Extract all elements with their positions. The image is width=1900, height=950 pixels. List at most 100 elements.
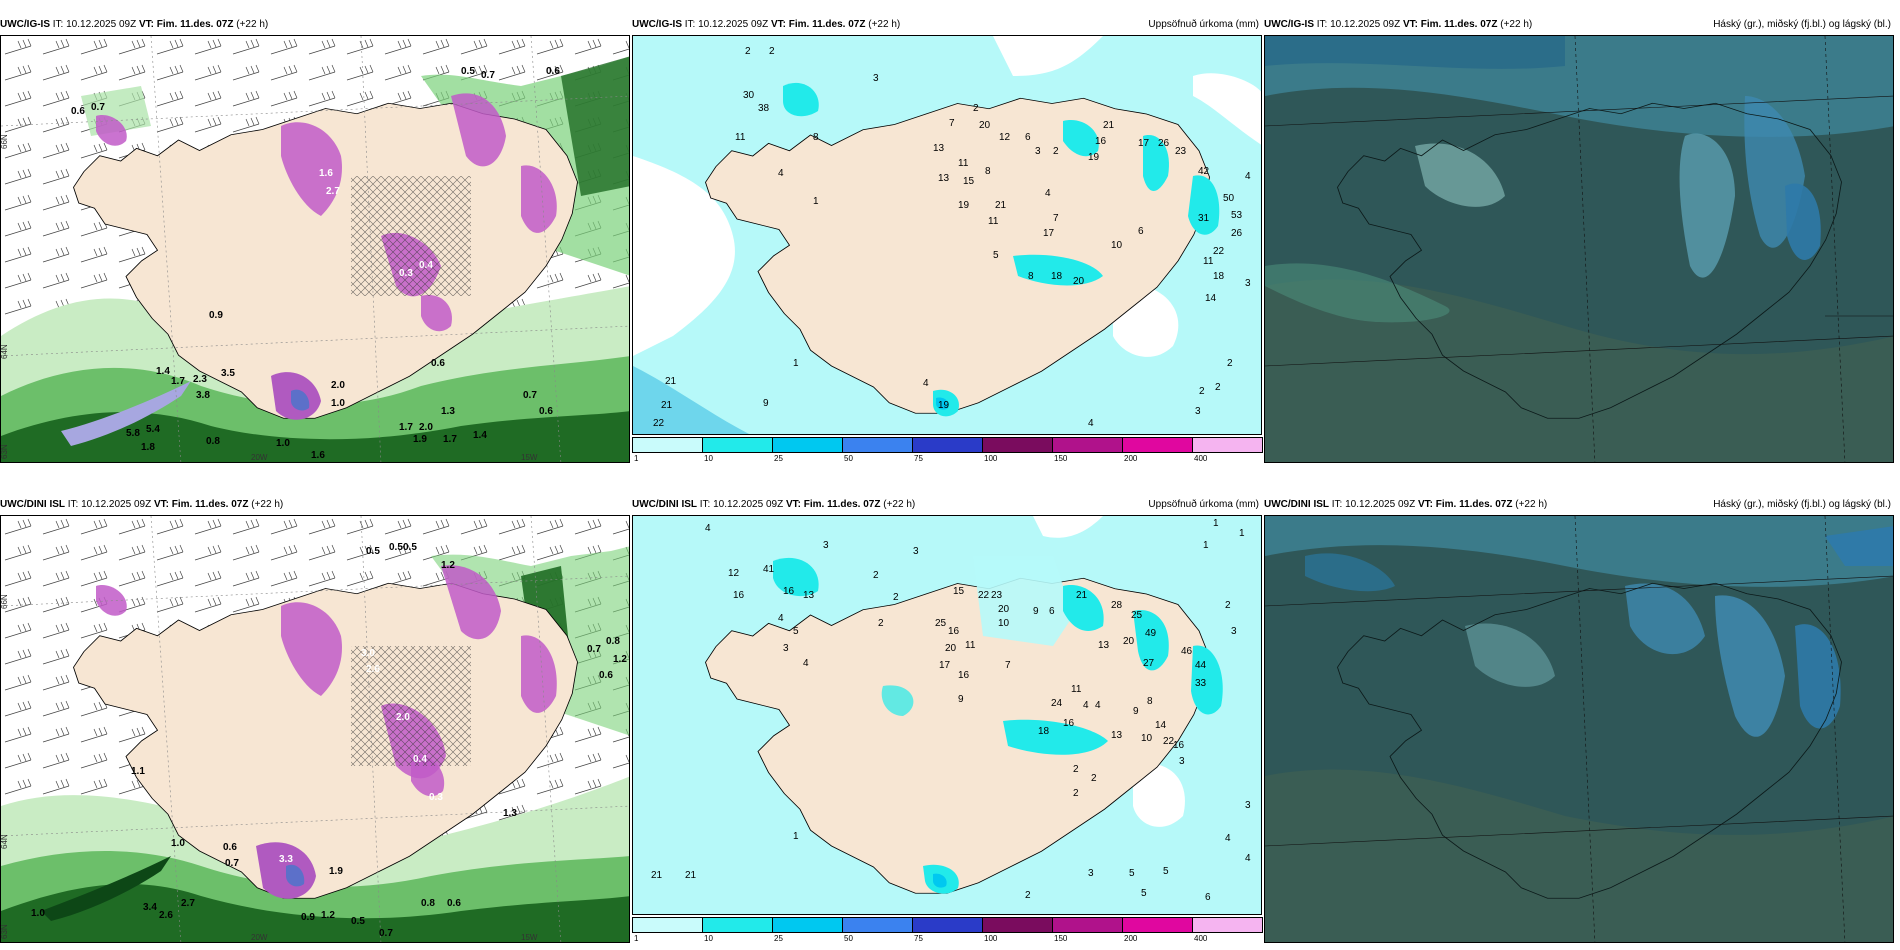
precip-label: 22	[978, 590, 990, 601]
precip-label: 19	[958, 200, 970, 211]
colorbar-swatch	[772, 437, 843, 453]
precip-label: 11	[965, 640, 976, 651]
precip-label: 14	[1155, 720, 1167, 731]
it-label: IT:	[52, 19, 64, 30]
precip-label: 38	[758, 103, 770, 114]
colorbar-swatch	[982, 917, 1053, 933]
value-label: 0.5	[403, 542, 417, 553]
precip-label: 7	[949, 118, 955, 129]
precip-label: 10	[998, 618, 1010, 629]
vt-value: Fim. 11.des. 07Z	[1435, 499, 1513, 510]
map-area[interactable]: 4 3 3 2 12 41 13 16 16 2 2 4 5 3 4 15 22…	[632, 515, 1262, 915]
colorbar-tick: 10	[704, 934, 713, 943]
precip-label: 16	[1063, 718, 1075, 729]
map-area[interactable]	[1264, 515, 1894, 943]
axis-label-lon: 20W	[251, 453, 268, 462]
precip-label: 18	[1038, 726, 1050, 737]
precip-label: 4	[803, 658, 809, 669]
value-label: 0.7	[523, 390, 537, 401]
precip-label: 13	[1111, 730, 1123, 741]
colorbar-tick: 200	[1124, 454, 1138, 463]
colorbar-tick: 50	[844, 454, 853, 463]
map-area[interactable]: 2 2 3 30 38 11 4 1 8 2 7 20 12 6 3 2 13 …	[632, 35, 1262, 435]
value-label: 1.6	[311, 450, 325, 461]
precip-label: 21	[995, 200, 1007, 211]
precip-label: 15	[953, 586, 965, 597]
precip-label: 2	[1227, 358, 1233, 369]
precip-label: 5	[793, 626, 799, 637]
colorbar-tick: 150	[1054, 934, 1068, 943]
value-label: 1.0	[276, 438, 290, 449]
map-area[interactable]	[1264, 35, 1894, 463]
panel-dini-clouds: UWC/DINI ISL IT: 10.12.2025 09Z VT: Fim.…	[1264, 495, 1894, 943]
precip-label: 6	[1049, 606, 1055, 617]
precip-label: 11	[1203, 256, 1214, 267]
precip-label: 26	[1158, 138, 1170, 149]
value-label: 1.9	[413, 434, 427, 445]
precip-label: 30	[743, 90, 755, 101]
model-name: UWC/DINI ISL	[1264, 499, 1329, 510]
precip-label: 11	[735, 132, 746, 143]
value-label: 0.4	[413, 754, 427, 765]
value-label: 0.8	[421, 898, 435, 909]
value-label: 0.7	[379, 928, 393, 939]
it-value: 10.12.2025 09Z	[81, 499, 152, 510]
model-name: UWC/IG-IS	[0, 19, 50, 30]
precip-label: 12	[999, 132, 1011, 143]
precip-label: 4	[778, 168, 784, 179]
precip-label: 2	[893, 592, 899, 603]
value-label: 2.0	[331, 380, 345, 391]
panel-header: UWC/DINI ISL IT: 10.12.2025 09Z VT: Fim.…	[1264, 495, 1894, 515]
precip-label: 1	[793, 831, 799, 842]
colorbar-tick: 75	[914, 454, 923, 463]
precip-label: 9	[1033, 606, 1039, 617]
precip-label: 16	[1095, 136, 1107, 147]
precip-label: 23	[991, 590, 1003, 601]
value-label: 0.5	[461, 66, 475, 77]
panel-title: Uppsöfnuð úrkoma (mm)	[1148, 499, 1259, 510]
vt-value: Fim. 11.des. 07Z	[1420, 19, 1498, 30]
model-name: UWC/DINI ISL	[632, 499, 697, 510]
panel-igis-precip: UWC/IG-IS IT: 10.12.2025 09Z VT: Fim. 11…	[632, 15, 1263, 463]
precip-label: 2	[1225, 600, 1231, 611]
value-label: 0.5	[351, 916, 365, 927]
precip-label: 12	[728, 568, 740, 579]
value-label: 1.2	[613, 654, 627, 665]
precip-label: 3	[1088, 868, 1094, 879]
colorbar-tick: 400	[1194, 454, 1208, 463]
vt-label: VT:	[1417, 499, 1433, 510]
value-label: 0.5	[366, 546, 380, 557]
precip-label: 42	[1198, 166, 1210, 177]
precip-label: 2	[769, 46, 775, 57]
model-name: UWC/IG-IS	[632, 19, 682, 30]
value-label: 5.8	[126, 428, 140, 439]
vt-value: Fim. 11.des. 07Z	[171, 499, 249, 510]
precip-label: 8	[1028, 271, 1034, 282]
precip-label: 21	[651, 870, 663, 881]
colorbar-tick: 75	[914, 934, 923, 943]
precip-label: 3	[1179, 756, 1185, 767]
precip-label: 22	[653, 418, 665, 429]
precip-label: 10	[1141, 733, 1153, 744]
value-label: 0.8	[606, 636, 620, 647]
precip-colorbar: 1 10 25 50 75 100 150 200 400	[632, 435, 1263, 463]
precip-label: 3	[1035, 146, 1041, 157]
precip-label: 9	[958, 694, 964, 705]
value-labels: 0.6 0.7 0.5 0.7 0.6 0.9 1.4 1.7 2.3 3.5 …	[71, 66, 560, 461]
precip-label: 25	[935, 618, 947, 629]
colorbar-tick: 25	[774, 934, 783, 943]
precip-label: 8	[1147, 696, 1153, 707]
precip-label: 13	[938, 173, 950, 184]
value-label: 3.5	[221, 368, 235, 379]
colorbar-tick: 400	[1194, 934, 1208, 943]
value-label: 0.3	[429, 792, 443, 803]
value-label: 1.0	[331, 398, 345, 409]
precip-label: 2	[973, 103, 979, 114]
axis-label-lat: 64N	[1, 344, 9, 359]
panel-title: Háský (gr.), miðský (fj.bl.) og lágský (…	[1713, 19, 1891, 30]
map-area[interactable]: 66N 64N 63N 20W 15W 0.6 0.7 0.5 0.7 0.6 …	[0, 35, 630, 463]
map-area[interactable]: 66N 64N 63N 20W 15W 0.5 0.5 0.5 1.2 0.8 …	[0, 515, 630, 943]
panel-dini-precip: UWC/DINI ISL IT: 10.12.2025 09Z VT: Fim.…	[632, 495, 1263, 943]
lead-time: (+22 h)	[251, 499, 284, 510]
precip-label: 16	[783, 586, 795, 597]
